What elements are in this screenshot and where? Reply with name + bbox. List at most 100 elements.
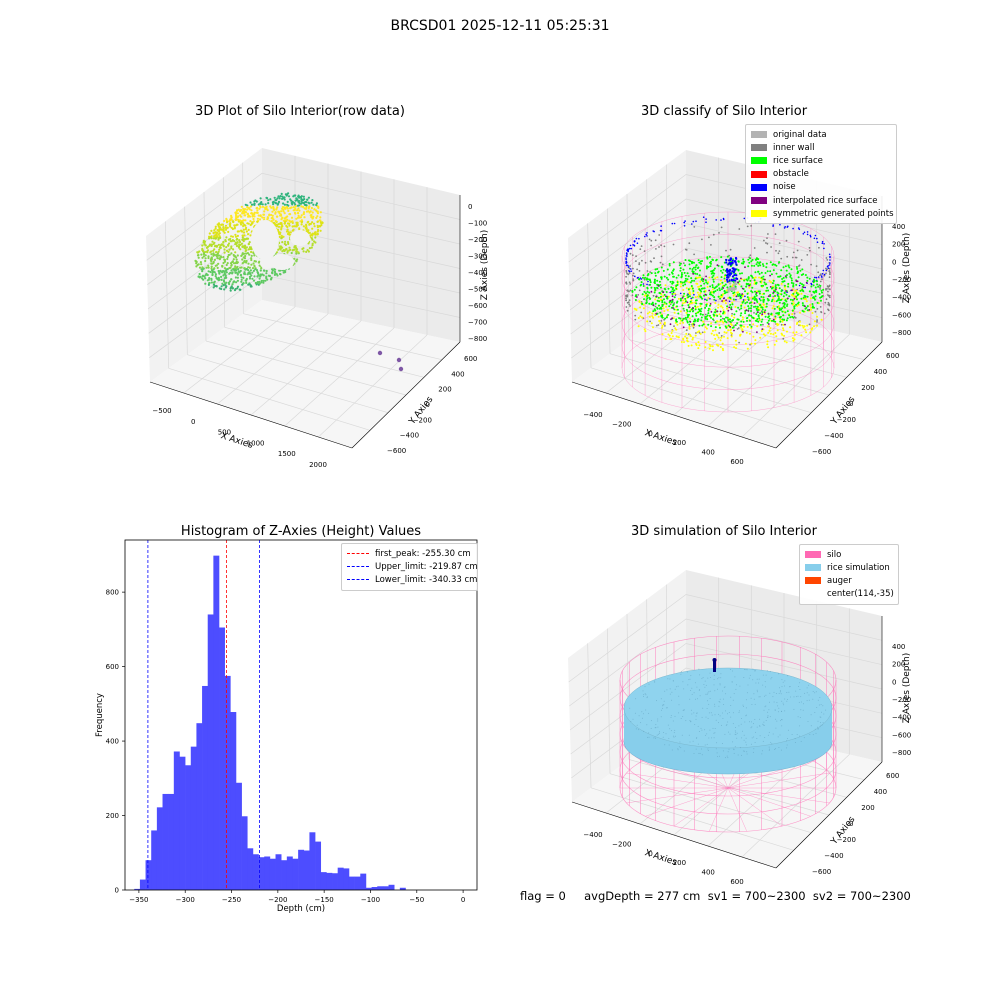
classify-rice-surface-point (665, 291, 668, 293)
raw-point (252, 269, 255, 272)
simulation-rice-point (762, 723, 764, 725)
classify-inner-wall-point (753, 247, 756, 249)
raw-point (225, 227, 228, 230)
raw-point (235, 281, 238, 284)
classify-rice-surface-point (729, 318, 731, 321)
classify-rice-surface-point (702, 323, 705, 326)
classify-symmetric-point (795, 331, 798, 334)
classify-rice-surface-point (631, 290, 634, 293)
raw-point (239, 274, 242, 277)
simulation-rice-point (656, 700, 657, 702)
classify-inner-wall-point (827, 303, 830, 306)
simulation-rice-point (779, 690, 781, 692)
simulation-rice-point (769, 716, 771, 718)
classify-inner-wall-point (777, 252, 780, 255)
classify-symmetric-point (652, 326, 654, 329)
classify-noise-point (821, 242, 824, 245)
classify-symmetric-point (703, 331, 706, 334)
simulation-rice-point (724, 757, 726, 759)
classify-rice-surface-point (789, 274, 792, 277)
raw-point (256, 211, 259, 214)
classify-y-axis-line (775, 341, 883, 449)
raw-point (288, 249, 291, 252)
classify-rice-surface-point (723, 318, 726, 320)
classify-rice-surface-point (751, 258, 754, 261)
simulation-rice-point (678, 712, 680, 714)
simulation-rice-point (700, 727, 702, 729)
simulation-y-tick-label: 200 (861, 804, 874, 812)
classify-interpolated-point (716, 310, 718, 313)
classify-symmetric-point (809, 303, 812, 306)
classify-interpolated-point (772, 291, 775, 294)
classify-rice-surface-point (747, 265, 750, 268)
raw-point (225, 236, 228, 239)
raw-point (310, 215, 313, 219)
raw-point (254, 281, 257, 285)
simulation-rice-point (774, 709, 776, 711)
classify-rice-surface-point (633, 288, 636, 291)
simulation-rice-point (753, 723, 754, 725)
raw-point (201, 256, 204, 259)
classify-interpolated-point (655, 312, 658, 315)
classify-3d-ticks: −400−20002004006006004002000−200−400−600… (583, 223, 911, 466)
simulation-rice-point (745, 669, 747, 671)
classify-rice-surface-point (759, 312, 762, 315)
classify-symmetric-point (689, 335, 692, 338)
classify-inner-wall-point (765, 242, 767, 244)
classify-symmetric-point (675, 335, 678, 338)
classify-symmetric-point (695, 342, 697, 345)
simulation-rice-point (719, 755, 720, 757)
simulation-rice-point (705, 716, 707, 718)
raw-point (275, 202, 278, 205)
simulation-rice-point (787, 729, 789, 731)
simulation-rice-point (716, 742, 718, 744)
classify-symmetric-point (791, 337, 794, 340)
raw-point (266, 197, 269, 200)
raw-point (298, 196, 301, 199)
classify-rice-surface-point (687, 304, 690, 307)
classify-symmetric-point (699, 332, 702, 335)
classify-noise-point (636, 242, 639, 244)
classify-inner-wall-point (798, 264, 801, 267)
raw-point (241, 219, 244, 222)
raw-point (290, 216, 294, 219)
classify-rice-surface-point (775, 312, 778, 315)
simulation-rice-point (643, 730, 645, 732)
classify-rice-surface-point (697, 266, 700, 269)
simulation-rice-point (767, 711, 769, 713)
classify-rice-surface-point (803, 294, 806, 297)
classify-legend-item: interpolated rice surface (751, 194, 891, 207)
raw-point (248, 275, 252, 278)
simulation-rice-point (722, 712, 723, 714)
raw-point (316, 210, 319, 213)
simulation-x-tick-label: 600 (730, 878, 743, 886)
classify-inner-wall-point (631, 254, 634, 256)
classify-interpolated-point (804, 305, 806, 308)
classify-symmetric-point (767, 346, 770, 349)
classify-inner-wall-point (683, 309, 686, 312)
raw-point (222, 244, 225, 247)
classify-symmetric-point (666, 309, 669, 311)
classify-rice-surface-point (675, 276, 678, 279)
raw-z-axis-label: Z Axies (Depth) (480, 230, 490, 301)
raw-point (242, 282, 245, 285)
classify-rice-surface-point (760, 320, 763, 323)
legend-line-swatch (347, 579, 369, 581)
classify-rice-surface-point (659, 286, 662, 289)
simulation-rice-point (708, 712, 710, 714)
simulation-rice-point (655, 724, 657, 726)
raw-point (235, 267, 238, 270)
classify-symmetric-point (721, 320, 724, 323)
classify-rice-surface-point (698, 324, 701, 327)
simulation-rice-point (764, 706, 766, 708)
classify-rice-surface-point (679, 299, 682, 302)
raw-point (228, 272, 231, 275)
simulation-rice-point (707, 717, 709, 719)
classify-inner-wall-point (688, 242, 691, 245)
classify-rice-surface-point (820, 299, 822, 302)
classify-rice-surface-point (778, 261, 781, 264)
simulation-rice-point (650, 720, 652, 722)
raw-point (265, 205, 268, 208)
classify-interpolated-point (704, 293, 707, 296)
classify-symmetric-point (783, 340, 786, 343)
